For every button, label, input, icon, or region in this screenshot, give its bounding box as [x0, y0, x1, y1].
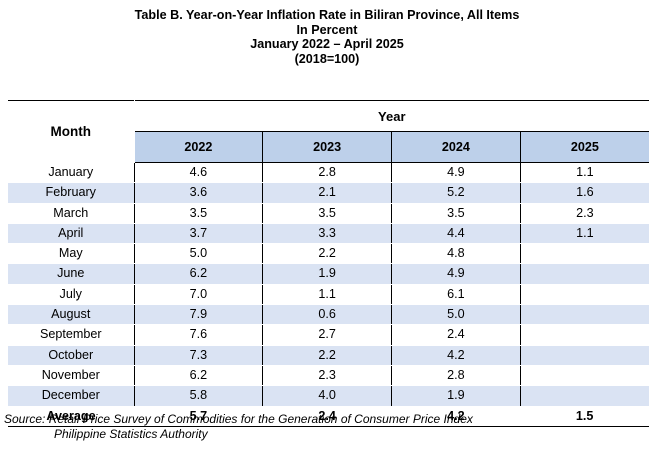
value-cell-2025: 1.1: [519, 223, 650, 245]
value-cell-2022: 7.3: [133, 345, 263, 366]
value-cell-2022: 3.6: [133, 182, 263, 204]
average-value-2023: 2.4: [262, 405, 392, 427]
value-cell-2022: 7.0: [133, 284, 263, 306]
table-row: October 7.3 2.2 4.2: [8, 345, 650, 366]
value-cell-2024: 1.9: [391, 385, 521, 407]
value-cell-2023: 0.6: [262, 304, 392, 326]
table-title: Table B. Year-on-Year Inflation Rate in …: [0, 8, 654, 66]
inflation-table: Month Year 2022 2023 2024 2025 January 4.…: [8, 100, 650, 427]
value-cell-2024: 4.4: [391, 223, 521, 245]
source-line-2: Philippine Statistics Authority: [54, 426, 208, 441]
value-cell-2024: 5.0: [391, 304, 521, 326]
year-header-2023: 2023: [262, 131, 392, 163]
month-cell: January: [8, 162, 134, 184]
value-cell-2024: 6.1: [391, 284, 521, 306]
value-cell-2025: [519, 284, 650, 306]
value-cell-2022: 3.7: [133, 223, 263, 245]
year-group-header: Year: [133, 100, 650, 132]
average-label: Average: [8, 405, 134, 427]
title-line-3: January 2022 – April 2025: [250, 37, 404, 52]
average-value-2025: 1.5: [520, 405, 650, 427]
value-cell-2023: 2.7: [262, 324, 392, 346]
average-row: Average 5.7 2.4 4.2 1.5: [8, 405, 650, 427]
value-cell-2023: 3.3: [262, 223, 392, 245]
month-cell: February: [8, 182, 134, 204]
value-cell-2022: 7.6: [133, 324, 263, 346]
value-cell-2023: 2.1: [262, 182, 392, 204]
value-cell-2024: 2.8: [391, 365, 521, 387]
value-cell-2024: 4.2: [391, 345, 521, 366]
value-cell-2024: 3.5: [391, 203, 521, 224]
table-row: May 5.0 2.2 4.8: [8, 243, 650, 265]
table-row: January 4.6 2.8 4.9 1.1: [8, 162, 650, 184]
month-cell: June: [8, 263, 134, 285]
month-cell: July: [8, 284, 134, 306]
table-row: August 7.9 0.6 5.0: [8, 304, 650, 326]
value-cell-2025: 2.3: [519, 203, 650, 224]
month-cell: December: [8, 385, 134, 407]
value-cell-2022: 7.9: [133, 304, 263, 326]
value-cell-2025: [519, 324, 650, 346]
value-cell-2025: [519, 385, 650, 407]
value-cell-2024: 4.9: [391, 162, 521, 184]
month-cell: August: [8, 304, 134, 326]
table-row: September 7.6 2.7 2.4: [8, 324, 650, 346]
value-cell-2025: [519, 345, 650, 366]
value-cell-2025: 1.1: [519, 162, 650, 184]
value-cell-2024: 4.8: [391, 243, 521, 265]
value-cell-2022: 3.5: [133, 203, 263, 224]
year-header-2025: 2025: [519, 131, 650, 163]
year-header-2024: 2024: [391, 131, 521, 163]
value-cell-2022: 6.2: [133, 365, 263, 387]
value-cell-2023: 1.9: [262, 263, 392, 285]
value-cell-2022: 6.2: [133, 263, 263, 285]
table-body: January 4.6 2.8 4.9 1.1 February 3.6 2.1 5.2 1.6 M…: [8, 162, 650, 427]
month-cell: May: [8, 243, 134, 265]
title-line-2: In Percent: [296, 22, 358, 37]
title-line-1: Table B. Year-on-Year Inflation Rate in …: [134, 8, 520, 22]
source-line-1: Source: Retail Price Survey of Commoditi…: [4, 412, 473, 426]
average-value-2024: 4.2: [391, 405, 521, 427]
value-cell-2024: 2.4: [391, 324, 521, 346]
value-cell-2023: 4.0: [262, 385, 392, 407]
table-row: November 6.2 2.3 2.8: [8, 365, 650, 387]
value-cell-2023: 3.5: [262, 203, 392, 224]
month-column-header: Month: [8, 100, 135, 163]
value-cell-2023: 2.3: [262, 365, 392, 387]
value-cell-2022: 5.0: [133, 243, 263, 265]
value-cell-2024: 4.9: [391, 263, 521, 285]
value-cell-2025: [519, 304, 650, 326]
month-cell: April: [8, 223, 134, 245]
table-row: December 5.8 4.0 1.9: [8, 385, 650, 407]
month-cell: September: [8, 324, 134, 346]
value-cell-2025: [519, 365, 650, 387]
value-cell-2023: 2.2: [262, 345, 392, 366]
table-row: July 7.0 1.1 6.1: [8, 284, 650, 306]
table-row: March 3.5 3.5 3.5 2.3: [8, 203, 650, 224]
value-cell-2025: 1.6: [519, 182, 650, 204]
table-row: February 3.6 2.1 5.2 1.6: [8, 182, 650, 204]
value-cell-2022: 4.6: [133, 162, 263, 184]
value-cell-2023: 2.8: [262, 162, 392, 184]
month-cell: November: [8, 365, 134, 387]
value-cell-2024: 5.2: [391, 182, 521, 204]
value-cell-2022: 5.8: [133, 385, 263, 407]
table-row: June 6.2 1.9 4.9: [8, 263, 650, 285]
table-row: April 3.7 3.3 4.4 1.1: [8, 223, 650, 245]
value-cell-2023: 1.1: [262, 284, 392, 306]
average-value-2022: 5.7: [134, 405, 263, 427]
value-cell-2023: 2.2: [262, 243, 392, 265]
month-cell: October: [8, 345, 134, 366]
year-header-2022: 2022: [133, 131, 263, 163]
value-cell-2025: [519, 263, 650, 285]
title-line-4: (2018=100): [294, 51, 360, 66]
source-note: Source: Retail Price Survey of Commoditi…: [4, 412, 473, 441]
month-cell: March: [8, 203, 134, 224]
value-cell-2025: [519, 243, 650, 265]
